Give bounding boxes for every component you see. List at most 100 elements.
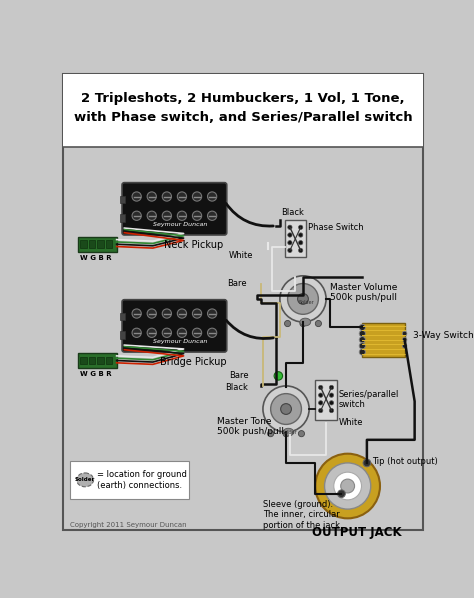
Circle shape [177,328,187,337]
Circle shape [177,309,187,318]
Circle shape [208,309,217,318]
Text: Sleeve (ground).
The inner, circular
portion of the jack: Sleeve (ground). The inner, circular por… [263,500,340,530]
Circle shape [299,233,303,237]
Bar [120,313,125,321]
Text: with Phase switch, and Series/Parallel switch: with Phase switch, and Series/Parallel s… [73,111,412,124]
Text: W G B R: W G B R [81,371,112,377]
Circle shape [299,225,303,230]
Circle shape [147,309,156,318]
Circle shape [280,276,326,322]
Bar [106,356,112,364]
Circle shape [147,328,156,337]
Text: Phase Switch: Phase Switch [308,222,363,231]
Text: OUTPUT JACK: OUTPUT JACK [312,526,401,539]
Circle shape [147,192,156,201]
Bar [81,356,87,364]
Circle shape [132,328,141,337]
Circle shape [319,408,323,413]
Circle shape [147,211,156,221]
Circle shape [299,248,303,252]
Bar [120,331,125,339]
Bar [97,240,103,248]
Circle shape [288,248,292,252]
Bar [106,240,112,248]
Text: Copyright 2011 Seymour Duncan: Copyright 2011 Seymour Duncan [70,521,186,527]
Circle shape [329,401,334,405]
FancyBboxPatch shape [122,300,227,352]
Text: Master Tone
500k push/pull: Master Tone 500k push/pull [217,417,284,436]
Text: 3-Way Switch: 3-Way Switch [413,331,474,340]
Ellipse shape [77,473,93,487]
Circle shape [263,386,309,432]
Bar [63,74,423,147]
FancyBboxPatch shape [70,460,189,499]
Text: White: White [338,419,363,428]
Text: Bridge Pickup: Bridge Pickup [160,358,227,367]
Circle shape [402,331,407,336]
Circle shape [402,337,407,342]
Circle shape [359,343,365,349]
Text: Master Volume
500k push/pull: Master Volume 500k push/pull [330,283,397,303]
Text: Series/parallel
switch: Series/parallel switch [338,390,399,409]
Bar [89,356,95,364]
Text: 2 Tripleshots, 2 Humbuckers, 1 Vol, 1 Tone,: 2 Tripleshots, 2 Humbuckers, 1 Vol, 1 To… [81,92,405,105]
Circle shape [132,211,141,221]
Circle shape [363,459,371,467]
Circle shape [284,321,291,327]
Bar [97,356,103,364]
Circle shape [208,211,217,221]
Circle shape [319,385,323,390]
Bar [284,221,306,257]
Text: Bare: Bare [227,279,247,288]
Text: Solder: Solder [75,477,95,483]
Bar [81,240,87,248]
Bar [120,196,125,203]
Circle shape [192,211,201,221]
Circle shape [288,225,292,230]
Text: = location for ground
(earth) connections.: = location for ground (earth) connection… [97,470,186,490]
Circle shape [402,344,407,348]
Circle shape [329,408,334,413]
Circle shape [298,294,309,304]
Circle shape [288,240,292,245]
Circle shape [162,328,172,337]
Text: Black: Black [282,208,304,217]
Circle shape [359,331,365,337]
Circle shape [337,490,346,498]
Text: Seymour Duncan: Seymour Duncan [154,222,208,227]
Bar [89,240,95,248]
Ellipse shape [283,428,294,436]
Text: Seymour Duncan: Seymour Duncan [154,338,208,344]
Text: Bare: Bare [228,371,248,380]
Bar [315,380,337,420]
Circle shape [274,372,283,380]
Circle shape [300,321,306,327]
Circle shape [162,211,172,221]
Circle shape [162,309,172,318]
Circle shape [329,393,334,397]
Text: Solder: Solder [299,300,315,305]
Ellipse shape [300,318,310,326]
Circle shape [329,385,334,390]
Circle shape [192,192,201,201]
FancyBboxPatch shape [122,182,227,235]
Circle shape [315,454,380,518]
Circle shape [319,393,323,397]
Circle shape [334,472,362,500]
Circle shape [359,337,365,343]
Circle shape [132,192,141,201]
Text: White: White [228,251,253,260]
Text: W G B R: W G B R [81,255,112,261]
Circle shape [288,233,292,237]
Bar [362,323,405,356]
Text: Black: Black [226,383,248,392]
Circle shape [283,431,289,437]
Circle shape [288,283,319,315]
Circle shape [208,192,217,201]
Circle shape [267,431,273,437]
Circle shape [325,463,371,509]
Circle shape [162,192,172,201]
Text: Neck Pickup: Neck Pickup [164,240,223,251]
Circle shape [319,401,323,405]
Circle shape [132,309,141,318]
